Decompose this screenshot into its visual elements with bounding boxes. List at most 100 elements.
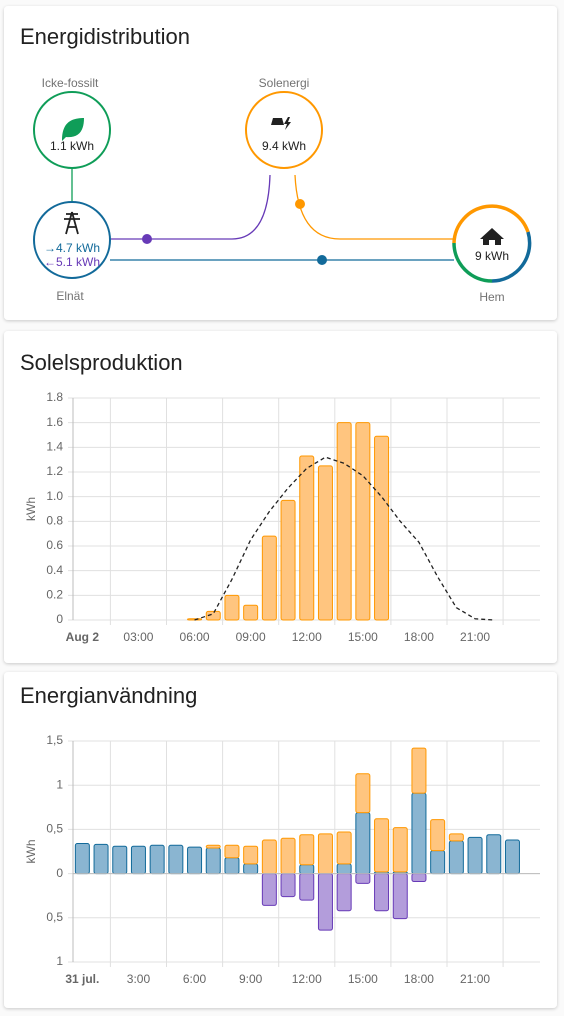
bar	[112, 845, 128, 875]
bar	[243, 863, 259, 875]
y-tick-label: 0	[56, 866, 63, 880]
tower-icon	[64, 211, 80, 235]
y-tick-label: 0.6	[46, 538, 63, 552]
bar	[430, 819, 446, 852]
bar	[317, 833, 333, 875]
y-axis-label: kWh	[24, 497, 38, 521]
bar	[224, 594, 240, 621]
x-tick-label: 12:00	[292, 630, 322, 644]
bar	[224, 844, 240, 859]
bar	[299, 864, 315, 875]
x-tick-label: 18:00	[404, 630, 434, 644]
node-value: ←5.1 kWh	[44, 255, 100, 269]
node-label: Solenergi	[259, 76, 310, 90]
bar	[74, 843, 90, 875]
bar	[355, 873, 371, 884]
x-tick-label: 3:00	[127, 972, 151, 986]
card-title: Energidistribution	[20, 24, 190, 49]
bar	[411, 873, 427, 883]
y-tick-label: 1.6	[46, 415, 63, 429]
bar	[504, 839, 520, 875]
bar	[392, 827, 408, 873]
node-circle[interactable]	[245, 91, 323, 169]
y-tick-label: 0.4	[46, 563, 63, 577]
bar	[374, 818, 390, 873]
node-value: 9 kWh	[475, 249, 509, 263]
bar	[336, 863, 352, 875]
y-tick-label: 0.8	[46, 514, 63, 528]
bar	[280, 873, 296, 898]
bar	[224, 857, 240, 875]
bar	[299, 455, 315, 621]
y-tick-label: 0.2	[46, 588, 63, 602]
bar	[205, 844, 221, 849]
bar	[411, 747, 427, 794]
bar	[317, 465, 333, 621]
x-tick-label: 09:00	[236, 630, 266, 644]
x-tick-label: 6:00	[183, 972, 207, 986]
x-tick-label: 15:00	[348, 630, 378, 644]
node-value: 1.1 kWh	[50, 139, 94, 153]
node-label: Icke-fossilt	[42, 76, 99, 90]
flow-dot	[142, 234, 152, 244]
ring	[491, 231, 532, 283]
node-circle[interactable]	[454, 205, 530, 281]
y-tick-label: 1	[56, 777, 63, 791]
bar	[486, 834, 502, 875]
home-icon	[480, 228, 504, 245]
node-label: Hem	[479, 290, 504, 304]
bar	[261, 873, 277, 906]
node-label: Elnät	[56, 289, 84, 303]
leaf-icon	[62, 118, 84, 141]
y-tick-label: 1.8	[46, 390, 63, 404]
bar	[130, 845, 146, 875]
bar	[430, 850, 446, 875]
bar	[243, 845, 259, 865]
flows	[71, 168, 454, 261]
y-tick-label: 1.4	[46, 440, 63, 454]
bar	[355, 422, 371, 621]
bar	[355, 773, 371, 814]
bar	[336, 831, 352, 865]
flow-dot	[317, 255, 327, 265]
y-tick-label: 1,5	[46, 733, 63, 747]
flow-line	[110, 174, 271, 240]
y-tick-label: 0	[56, 612, 63, 626]
y-tick-label: 1	[56, 954, 63, 968]
node-value: 9.4 kWh	[262, 139, 306, 153]
x-tick-label: 31 jul.	[65, 972, 99, 986]
ring	[452, 204, 530, 244]
bar	[280, 499, 296, 621]
ring	[452, 242, 493, 283]
bar	[336, 422, 352, 621]
node-value: →4.7 kWh	[44, 241, 100, 255]
bar	[205, 847, 221, 875]
x-tick-label: 21:00	[460, 630, 490, 644]
bar	[411, 792, 427, 875]
node-circle[interactable]	[33, 201, 111, 279]
bar	[261, 839, 277, 875]
y-axis-label: kWh	[24, 840, 38, 864]
x-tick-label: 15:00	[348, 972, 378, 986]
card-title: Solelsproduktion	[20, 350, 183, 375]
y-tick-label: 0,5	[46, 822, 63, 836]
bar	[355, 812, 371, 875]
bar	[187, 846, 203, 875]
bar	[374, 435, 390, 621]
bar	[93, 843, 109, 875]
x-tick-label: 9:00	[239, 972, 263, 986]
bar	[299, 834, 315, 866]
bar	[149, 844, 165, 875]
y-tick-label: 1.0	[46, 489, 63, 503]
x-tick-label: 03:00	[123, 630, 153, 644]
bar	[392, 873, 408, 920]
bar	[336, 873, 352, 912]
card-title: Energianvändning	[20, 683, 197, 708]
y-tick-label: 0,5	[46, 910, 63, 924]
bar	[261, 535, 277, 621]
y-tick-label: 1.2	[46, 464, 63, 478]
bar	[317, 873, 333, 931]
bar	[374, 873, 390, 912]
x-tick-label: 21:00	[460, 972, 490, 986]
